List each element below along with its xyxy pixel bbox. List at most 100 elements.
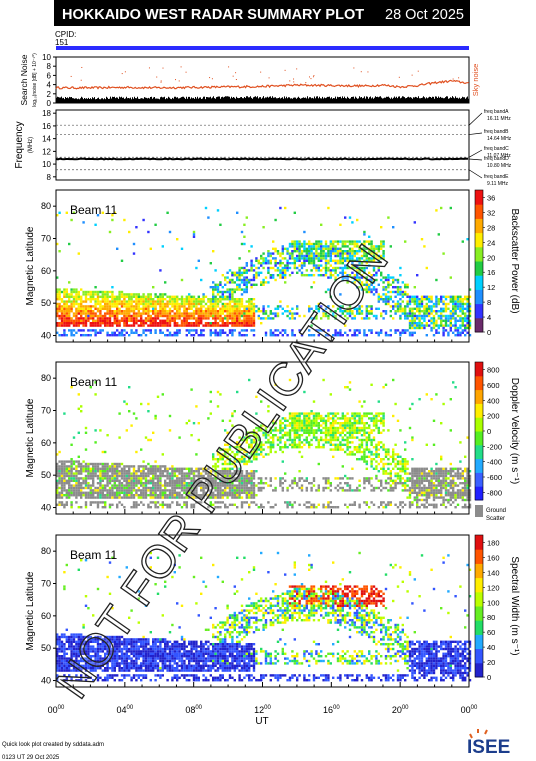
rtp-cell [120,329,124,332]
rtp-cell [80,506,83,509]
rtp-cell [353,419,356,422]
rtp-cell [128,386,131,389]
rtp-cell [221,479,224,482]
rtp-cell [324,506,328,509]
rtp-cell [348,489,352,492]
rtp-cell [250,266,253,270]
rtp-cell [238,266,241,270]
rtp-cell [320,252,323,255]
rtp-cell [164,302,167,306]
rtp-cell [363,254,366,258]
rtp-cell [411,472,414,475]
rtp-cell [137,298,140,301]
rtp-cell [368,259,371,262]
rtp-cell [396,286,400,289]
rtp-cell [63,305,66,308]
rtp-cell [166,329,169,332]
rtp-cell [425,322,428,325]
rtp-cell [404,482,407,485]
rtp-cell [65,503,68,506]
rtp-cell [128,470,131,473]
rtp-cell [56,484,59,487]
rtp-ytick-label: 40 [41,331,51,341]
rtp-cell [286,252,289,255]
rtp-cell [257,271,260,274]
rtp-cell [382,276,385,279]
rtp-cell [351,467,354,470]
rtp-cell [406,314,409,318]
rtp-cell [185,310,188,313]
rtp-cell [288,503,292,506]
rtp-cell [324,486,328,490]
rtp-cell [212,305,215,308]
rtp-cell [118,307,121,310]
rtp-cell [147,486,150,490]
rtp-cell [269,317,272,320]
rtp-cell [156,489,160,492]
rtp-cell [84,496,88,499]
rtp-cell [336,262,340,265]
rtp-cell [202,474,205,478]
rtp-cell [132,503,136,506]
rtp-cell [240,334,244,337]
rtp-cell [312,400,316,403]
rtp-cell [200,494,203,497]
rtp-cell [233,271,236,274]
rtp-cell [327,266,330,270]
rtp-cell [89,494,92,497]
rtp-cell [226,470,229,473]
rtp-cell [320,257,323,260]
rtp-cell [324,290,328,294]
rtp-cell [332,422,335,425]
rtp-cell [116,324,119,327]
rtp-cell [188,491,191,494]
rtp-cell [384,302,388,306]
rtp-cell [200,278,203,282]
rtp-cell [238,491,241,494]
rtp-cell [214,470,217,473]
rtp-cell [195,319,198,322]
rtp-cell [334,245,337,248]
rtp-cell [252,302,256,306]
rtp-cell [240,271,244,274]
rtp-cell [200,300,203,303]
rtp-cell [135,470,138,473]
rtp-cell [238,496,241,499]
rtp-cell [370,450,373,454]
rtp-cell [144,474,148,478]
rtp-cell [219,307,222,310]
rtp-cell [231,462,234,466]
rtp-cell [173,302,176,306]
rtp-cell [221,489,224,492]
rtp-cell [466,319,469,322]
rtp-cell [303,426,306,430]
rtp-cell [459,310,462,313]
rtp-cell [70,386,73,389]
rtp-cell [296,305,299,308]
rtp-cell [104,295,107,298]
rtp-cell [123,298,126,301]
rtp-cell [204,479,208,482]
rtp-cell [399,470,402,473]
rtp-cell [365,462,368,466]
rtp-cell [442,252,445,255]
rtp-cell [296,446,299,449]
rtp-cell [267,441,270,444]
rtp-cell [125,319,128,322]
rtp-cell [197,479,200,482]
rtp-cell [308,259,311,262]
rtp-cell [363,329,366,332]
rtp-cell [224,305,227,308]
rtp-colorbar-tick-label: 32 [487,208,495,217]
rtp-cell [192,300,196,303]
rtp-cell [372,247,376,250]
rtp-cell [324,422,328,425]
rtp-cell [142,494,145,497]
rtp-cell [454,300,457,303]
rtp-cell [56,491,59,494]
rtp-cell [238,314,241,318]
rtp-cell [164,479,167,482]
rtp-cell [452,295,455,298]
rtp-cell [339,310,342,313]
rtp-cell [380,331,383,334]
